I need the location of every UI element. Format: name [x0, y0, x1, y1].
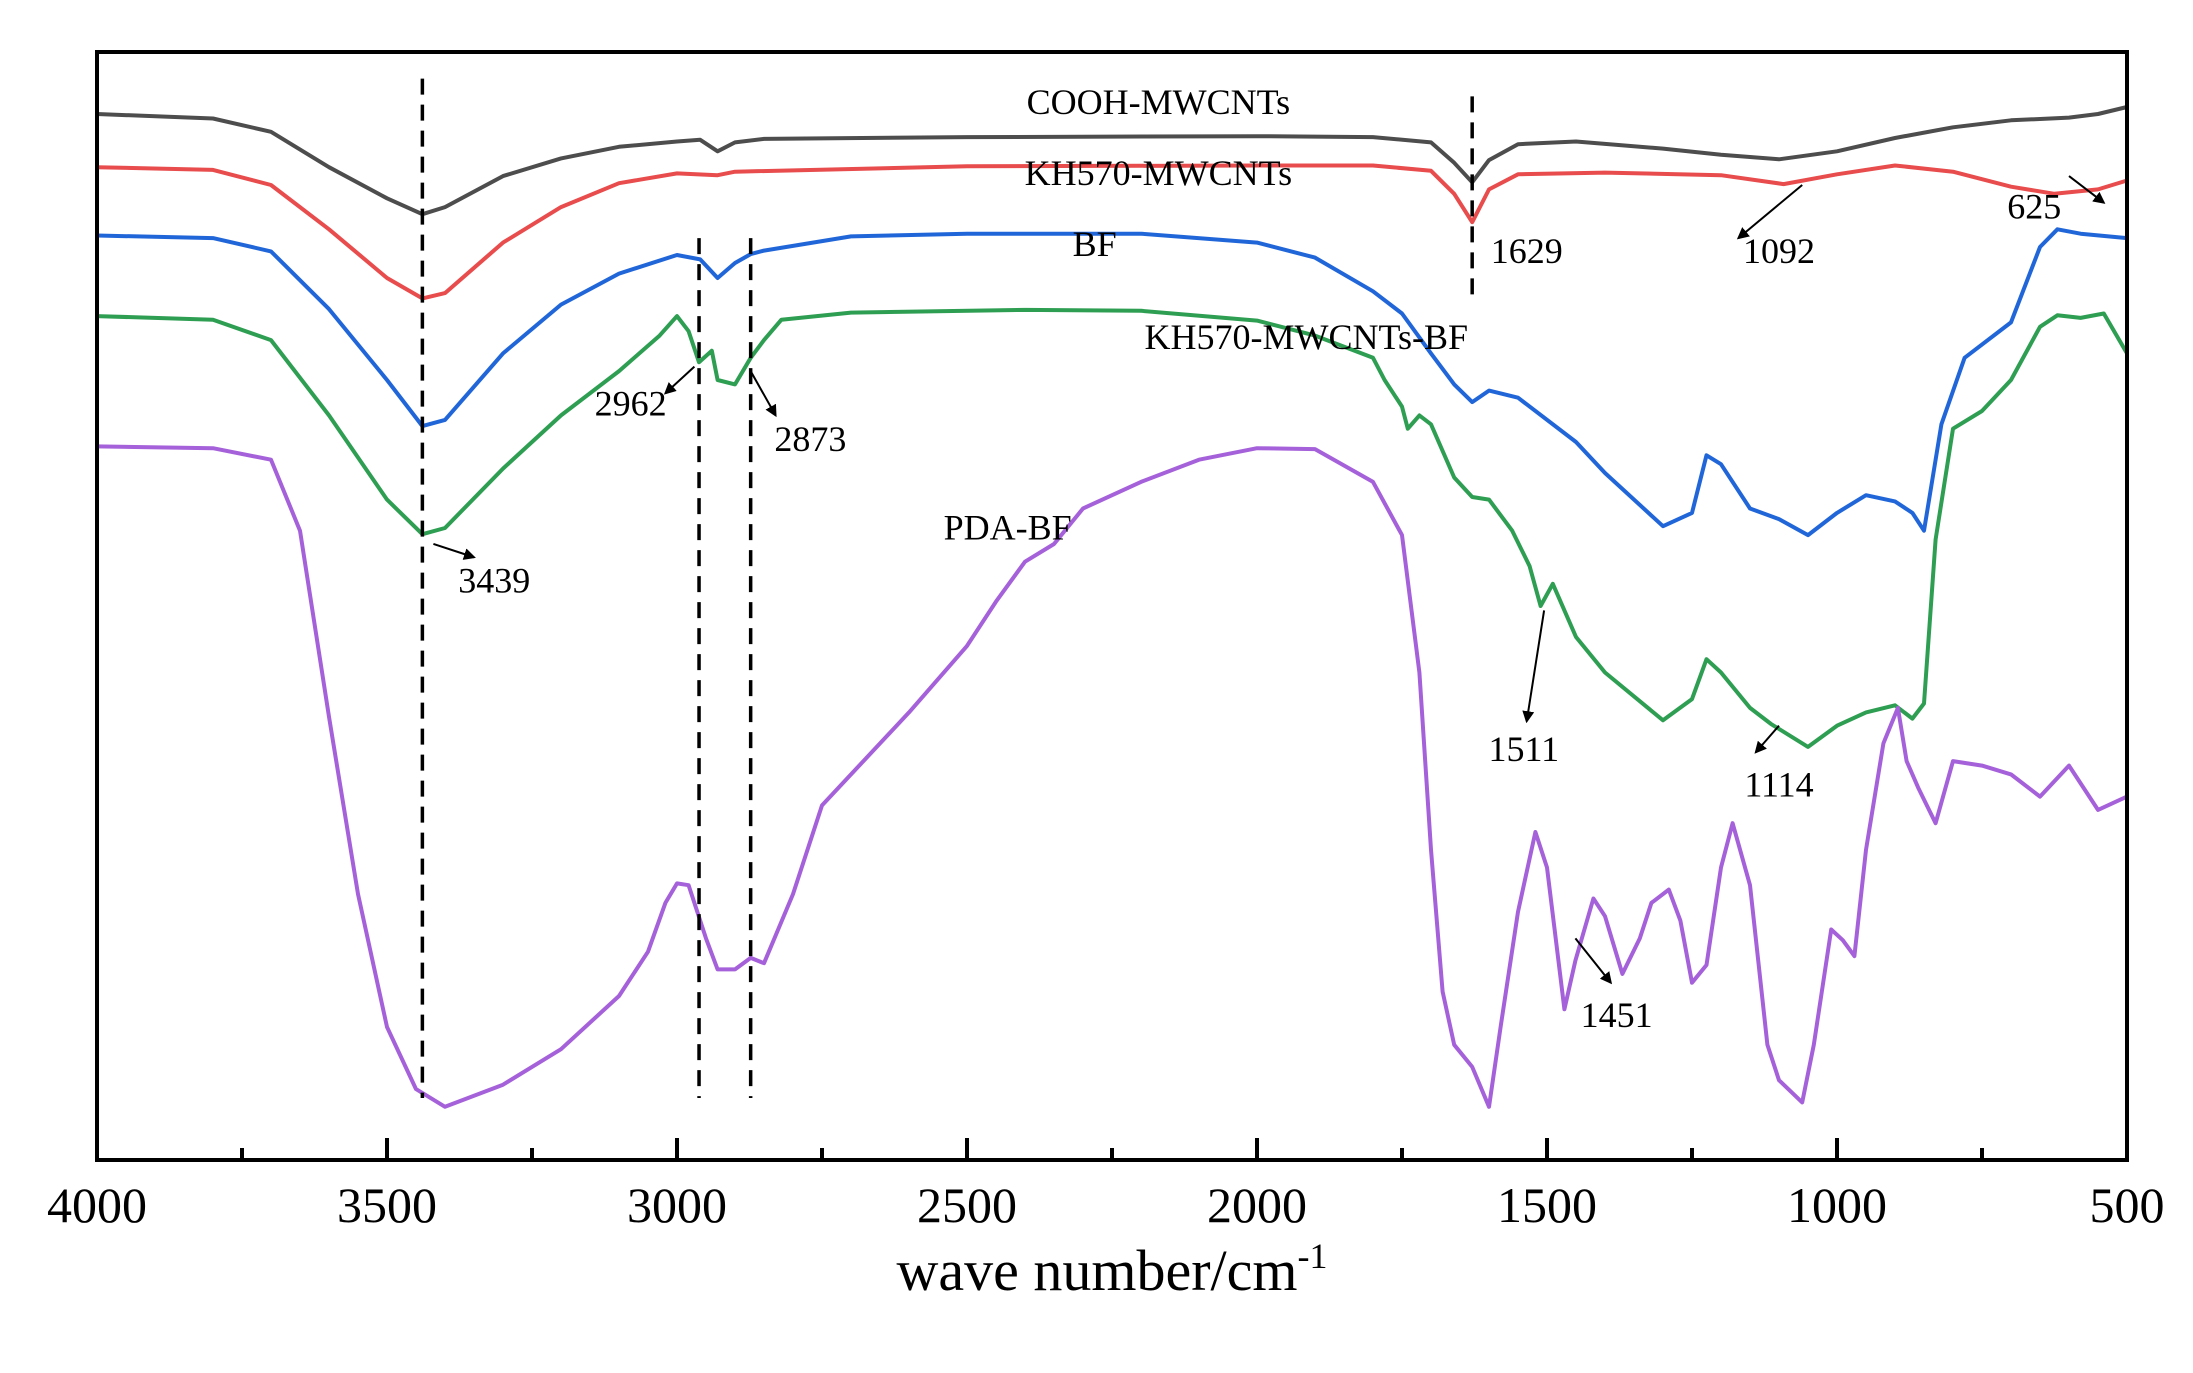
series-label-kh570-mwcnts-bf: KH570-MWCNTs-BF [1145, 317, 1469, 357]
series-label-kh570-mwcnts: KH570-MWCNTs [1025, 153, 1292, 193]
annotation-label-1629: 1629 [1491, 231, 1563, 271]
x-tick-label-500: 500 [2090, 1177, 2165, 1233]
x-tick-label-4000: 4000 [47, 1177, 147, 1233]
annotation-arrow-2962 [663, 365, 696, 395]
x-axis-ticks: 4000 3500 3000 2500 2000 1500 1000 500 [47, 1138, 2165, 1233]
x-tick-label-1500: 1500 [1497, 1177, 1597, 1233]
series-line-cooh-mwcnts [96, 105, 2128, 217]
annotation-label-1451: 1451 [1581, 995, 1653, 1035]
x-tick-label-3500: 3500 [337, 1177, 437, 1233]
x-tick-label-2000: 2000 [1207, 1177, 1307, 1233]
annotation-arrow-2873 [749, 370, 777, 418]
annotation-label-2873: 2873 [774, 419, 846, 459]
series-line-pda-bf [96, 444, 2128, 1109]
series-label-bf: BF [1073, 224, 1117, 264]
annotation-arrow-625 [2068, 175, 2106, 204]
annotation-arrow-1511 [1522, 610, 1546, 724]
annotation-label-2962: 2962 [595, 383, 667, 423]
annotation-label-625: 625 [2007, 187, 2061, 227]
reference-dash-lines [420, 78, 1474, 1098]
annotation-arrow-1451 [1574, 937, 1613, 985]
x-tick-label-1000: 1000 [1787, 1177, 1887, 1233]
series-label-cooh-mwcnts: COOH-MWCNTs [1027, 82, 1290, 122]
annotation-label-1511: 1511 [1488, 729, 1559, 769]
annotation-arrow-3439 [433, 543, 476, 560]
annotation-arrow-1092 [1736, 184, 1803, 240]
annotation-label-3439: 3439 [458, 561, 530, 601]
annotation-label-1092: 1092 [1743, 231, 1815, 271]
x-tick-label-3000: 3000 [627, 1177, 727, 1233]
series-line-kh570-mwcnts-bf [96, 307, 2129, 749]
series-line-bf [96, 227, 2128, 538]
x-tick-label-2500: 2500 [917, 1177, 1017, 1233]
annotation-label-1114: 1114 [1744, 765, 1813, 805]
series-labels: COOH-MWCNTs KH570-MWCNTs BF KH570-MWCNTs-BF… [944, 82, 1468, 547]
annotation-arrow-1114 [1754, 725, 1780, 754]
x-axis-title: wave number/cm-1 [896, 1236, 1327, 1303]
peak-annotations: 3439 2962 2873 1629 1092 625 1511 1114 1451 [433, 175, 2106, 1035]
series-label-pda-bf: PDA-BF [944, 508, 1072, 548]
